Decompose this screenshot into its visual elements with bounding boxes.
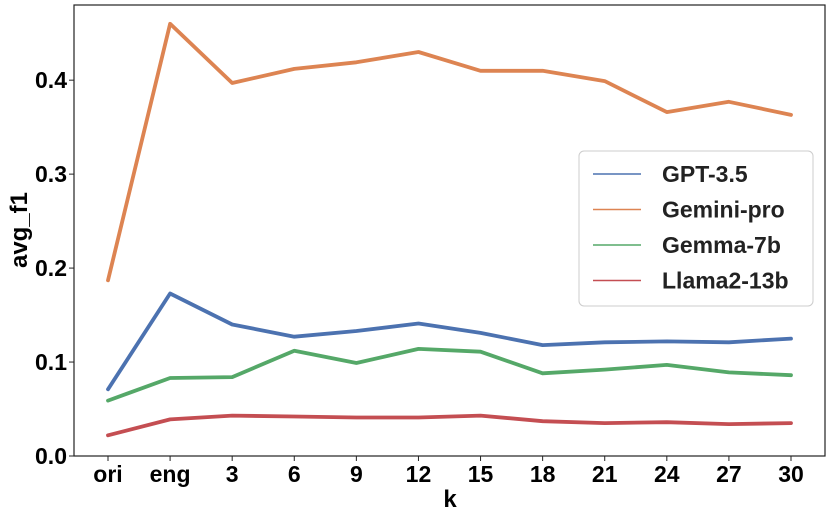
legend-label-llama2-13b: Llama2-13b	[662, 268, 789, 294]
legend-box	[578, 150, 814, 307]
y-tick-label: 0.3	[35, 161, 67, 187]
y-tick-label: 0.2	[35, 255, 67, 281]
plot-frame	[73, 4, 826, 457]
series-line-llama2-13b	[106, 413, 793, 438]
x-tick-label: 9	[350, 461, 363, 487]
series-line-gemini-pro	[106, 21, 793, 283]
y-tick-label: 0.0	[35, 443, 67, 469]
series-lines	[106, 21, 793, 438]
x-tick-label: 18	[530, 461, 556, 487]
y-axis: 0.0 0.1 0.2 0.3 0.4	[35, 67, 74, 469]
x-tick-label: 30	[778, 461, 804, 487]
x-tick-label: 27	[716, 461, 742, 487]
x-tick-label: ori	[93, 461, 122, 487]
y-axis-label: avg_f1	[6, 192, 33, 268]
y-tick-label: 0.4	[35, 67, 67, 93]
legend-label-gemini-pro: Gemini-pro	[662, 197, 785, 223]
legend: GPT-3.5 Gemini-pro Gemma-7b Llama2-13b	[578, 150, 814, 307]
x-tick-label: 12	[406, 461, 432, 487]
x-tick-label: 3	[226, 461, 239, 487]
x-tick-label: eng	[150, 461, 191, 487]
series-line-gpt-3-5	[106, 291, 793, 392]
x-tick-label: 6	[288, 461, 301, 487]
legend-label-gpt-3-5: GPT-3.5	[662, 161, 748, 187]
x-tick-label: 24	[654, 461, 680, 487]
y-tick-label: 0.1	[35, 349, 67, 375]
x-axis-label: k	[443, 486, 457, 513]
x-tick-label: 15	[468, 461, 494, 487]
x-axis: ori eng 3 6 9 12 15 18 21 24 27 30	[93, 456, 804, 487]
series-line-gemma-7b	[106, 346, 793, 403]
legend-label-gemma-7b: Gemma-7b	[662, 232, 781, 258]
x-tick-label: 21	[592, 461, 618, 487]
